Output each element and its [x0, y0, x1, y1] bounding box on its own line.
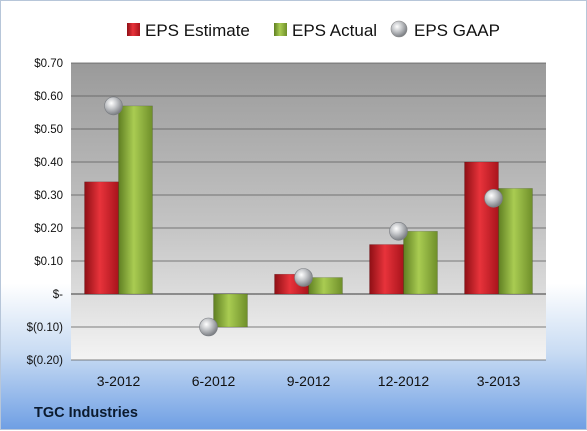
y-tick-label: $0.10 — [34, 256, 63, 268]
marker-eps-gaap — [389, 222, 408, 241]
bar-eps-estimate — [84, 181, 119, 295]
legend-label-actual: EPS Actual — [292, 21, 377, 40]
y-axis-ticks: $(0.20) $(0.10) $- $0.10 $0.20 $0.30 $0.40 $0.5… — [27, 58, 64, 367]
legend: EPS Estimate EPS Actual EPS GAAP — [127, 20, 500, 40]
marker-eps-gaap — [294, 268, 313, 287]
x-tick-label: 6-2012 — [192, 373, 236, 389]
x-tick-label: 12-2012 — [378, 373, 430, 389]
bar-eps-estimate — [464, 161, 499, 295]
bar-eps-actual — [118, 105, 153, 295]
bars — [84, 105, 533, 328]
y-tick-label: $- — [53, 289, 63, 301]
gaap-markers — [104, 96, 503, 337]
y-tick-label: $(0.10) — [27, 322, 64, 334]
y-tick-label: $(0.20) — [27, 355, 64, 367]
company-name: TGC Industries — [34, 405, 138, 421]
y-tick-label: $0.40 — [34, 157, 63, 169]
legend-label-estimate: EPS Estimate — [145, 21, 250, 40]
bar-eps-estimate — [369, 244, 404, 295]
marker-eps-gaap — [104, 96, 123, 116]
y-tick-label: $0.20 — [34, 223, 63, 235]
legend-swatch-estimate — [127, 23, 140, 36]
legend-swatch-actual — [274, 23, 287, 36]
x-tick-label: 3-2012 — [97, 373, 141, 389]
y-tick-label: $0.50 — [34, 124, 63, 136]
y-tick-label: $0.30 — [34, 190, 63, 202]
x-tick-label: 9-2012 — [287, 373, 331, 389]
bar-eps-actual — [308, 277, 343, 295]
y-tick-label: $0.60 — [34, 91, 63, 103]
x-axis-ticks: 3-2012 6-2012 9-2012 12-2012 3-2013 — [97, 373, 521, 389]
marker-eps-gaap — [199, 317, 218, 337]
legend-label-gaap: EPS GAAP — [414, 21, 500, 40]
legend-marker-gaap — [390, 20, 408, 38]
bar-eps-actual — [213, 293, 248, 328]
marker-eps-gaap — [484, 189, 503, 208]
bar-eps-actual — [403, 231, 438, 295]
bar-eps-actual — [498, 188, 533, 295]
y-tick-label: $0.70 — [34, 58, 63, 70]
x-tick-label: 3-2013 — [477, 373, 521, 389]
